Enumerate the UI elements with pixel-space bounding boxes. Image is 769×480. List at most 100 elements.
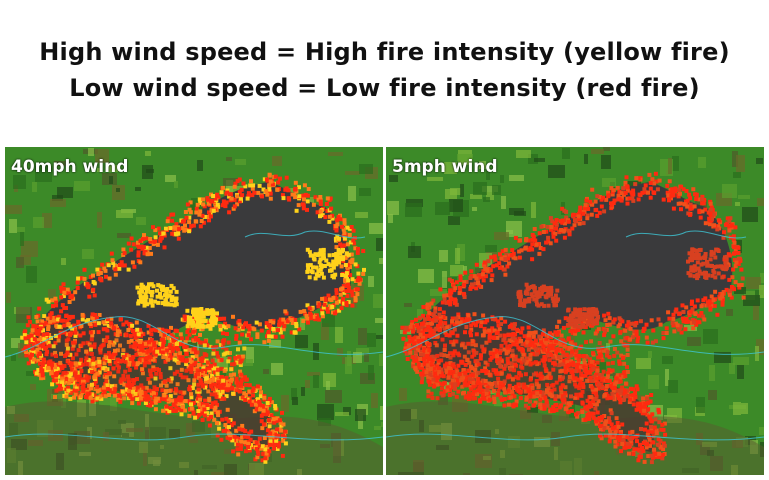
- fire-cell: [271, 320, 276, 325]
- fire-cell: [221, 383, 226, 388]
- fire-cell: [91, 273, 95, 278]
- fire-cell: [585, 404, 590, 409]
- fire-cell: [163, 359, 168, 364]
- fire-cell: [90, 393, 95, 398]
- fire-cell: [204, 366, 208, 371]
- fire-cell: [317, 317, 322, 322]
- vegetation-cell: [603, 147, 610, 151]
- fire-cell: [454, 280, 459, 285]
- fire-cell: [62, 290, 67, 295]
- fire-cell: [638, 319, 643, 324]
- fire-cell: [62, 330, 67, 335]
- fire-cell: [163, 352, 168, 356]
- fire-cell: [679, 207, 683, 212]
- fire-cell: [176, 360, 181, 365]
- fire-cell: [105, 317, 110, 322]
- fire-cell: [197, 212, 202, 217]
- fire-cell: [473, 281, 478, 286]
- map-panel-40mph: 40mph wind: [5, 147, 383, 475]
- fire-cell: [237, 319, 242, 323]
- fire-cell: [518, 382, 523, 387]
- fire-cell: [510, 248, 515, 253]
- fire-cell: [209, 192, 213, 197]
- fire-cell-intense: [336, 257, 340, 261]
- fire-cell: [694, 322, 699, 327]
- fire-cell: [81, 331, 86, 336]
- fire-cell: [189, 395, 194, 400]
- fire-cell: [419, 352, 424, 357]
- fire-cell-intense: [143, 301, 148, 306]
- fire-cell-intense: [319, 271, 324, 276]
- fire-cell: [554, 218, 559, 222]
- fire-cell-intense: [160, 301, 165, 306]
- fire-cell: [108, 387, 113, 392]
- fire-cell: [487, 328, 492, 333]
- fire-cell: [175, 342, 179, 346]
- fire-cell: [139, 343, 144, 348]
- fire-cell: [598, 375, 602, 380]
- fire-cell: [609, 201, 613, 206]
- fire-cell: [272, 446, 276, 451]
- fire-cell: [337, 299, 341, 304]
- fire-cell: [180, 375, 185, 380]
- vegetation-cell: [733, 357, 749, 365]
- fire-cell: [516, 385, 521, 390]
- fire-cell: [708, 211, 713, 216]
- fire-cell: [625, 443, 630, 448]
- vegetation-cell: [307, 372, 320, 376]
- fire-cell: [482, 326, 487, 331]
- fire-cell: [583, 325, 588, 330]
- fire-cell: [41, 328, 45, 333]
- fire-cell: [226, 359, 231, 364]
- fire-cell: [293, 195, 298, 200]
- fire-cell: [49, 315, 54, 320]
- fire-cell: [42, 364, 47, 369]
- fire-cell: [152, 392, 156, 397]
- fire-cell-intense: [185, 308, 190, 313]
- fire-cell: [154, 396, 159, 401]
- fire-cell: [153, 398, 158, 403]
- fire-cell: [64, 338, 69, 343]
- fire-cell: [474, 374, 479, 379]
- fire-cell: [530, 345, 535, 350]
- fire-cell: [558, 219, 563, 224]
- fire-cell: [147, 388, 151, 393]
- fire-cell: [172, 225, 177, 230]
- fire-cell: [654, 454, 659, 459]
- fire-cell: [227, 192, 232, 197]
- fire-cell: [207, 218, 211, 223]
- fire-cell: [126, 241, 131, 246]
- fire-cell: [638, 442, 642, 447]
- fire-cell: [553, 330, 558, 335]
- fire-cell: [654, 428, 659, 433]
- fire-cell: [634, 320, 639, 325]
- fire-cell-intense: [161, 284, 165, 289]
- fire-cell: [468, 385, 473, 390]
- fire-cell: [324, 202, 329, 206]
- fire-cell: [196, 387, 201, 392]
- fire-cell: [351, 228, 356, 233]
- fire-cell: [666, 310, 671, 315]
- fire-cell: [596, 399, 601, 404]
- vegetation-cell: [13, 175, 26, 189]
- fire-cell: [481, 269, 486, 274]
- fire-cell: [278, 330, 283, 335]
- fire-cell: [192, 382, 197, 387]
- fire-cell: [57, 374, 62, 379]
- fire-cell: [213, 392, 218, 397]
- fire-cell: [252, 327, 257, 332]
- fire-cell: [515, 327, 520, 332]
- fire-cell: [559, 228, 564, 232]
- fire-cell: [104, 379, 109, 384]
- fire-cell: [59, 295, 64, 300]
- fire-cell: [418, 365, 423, 370]
- fire-cell: [428, 327, 433, 332]
- fire-cell: [45, 316, 50, 321]
- fire-cell: [136, 240, 140, 245]
- fire-cell: [628, 439, 633, 444]
- fire-cell: [618, 329, 623, 334]
- fire-cell: [34, 329, 39, 334]
- fire-cell: [221, 378, 226, 383]
- fire-cell: [712, 223, 716, 228]
- fire-cell: [126, 267, 131, 272]
